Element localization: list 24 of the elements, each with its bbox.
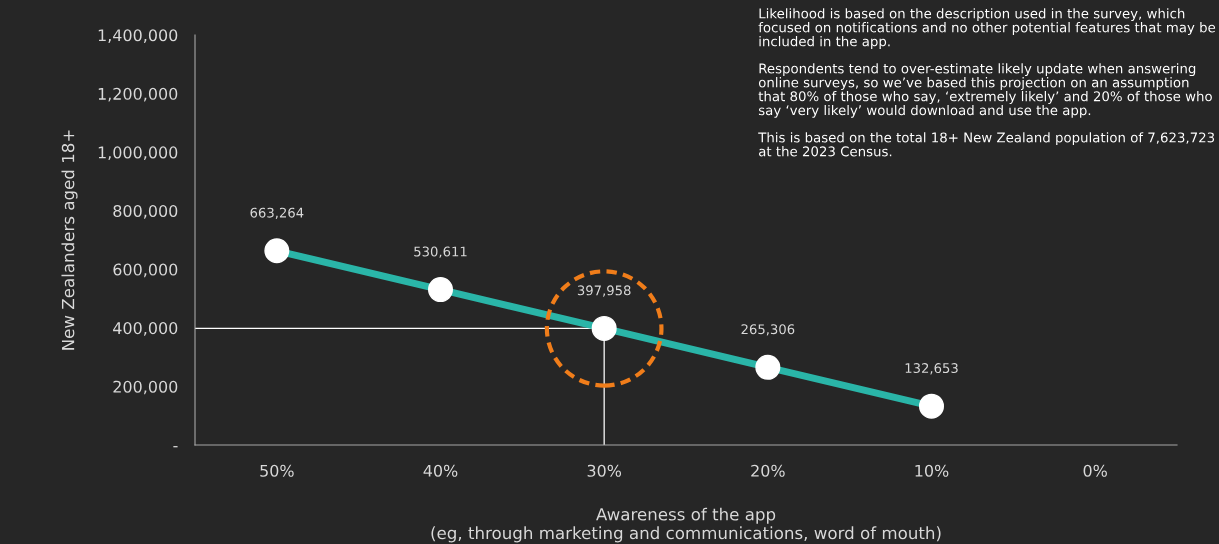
- data-label: 530,611: [414, 246, 467, 258]
- data-label: 663,264: [250, 207, 304, 219]
- x-tick-label: 50%: [260, 464, 294, 477]
- data-label: 265,306: [741, 324, 795, 336]
- annotation: Likelihood is based on the description used in the survey, which focused on notifications and no other potential features that may be included in the app.: [758, 8, 1216, 49]
- annotation: This is based on the total 18+ New Zealand population of 7,623,723 at the 2023 Census.: [758, 132, 1215, 157]
- y-tick-label: 1,200,000: [98, 87, 178, 102]
- x-tick-label: 10%: [915, 464, 949, 477]
- x-tick-label: 20%: [751, 464, 785, 477]
- x-tick-label: 30%: [587, 464, 622, 477]
- x-tick-label: 0%: [1083, 464, 1107, 477]
- x-axis-title: Awareness of the app (eg, through marketing and communications, word of mouth): [431, 507, 941, 543]
- x-tick-label: 40%: [423, 464, 458, 477]
- y-axis-title: New Zealanders aged 18+: [61, 130, 78, 350]
- y-tick-label: 200,000: [113, 380, 178, 395]
- y-tick-label: -: [173, 446, 178, 448]
- data-label: 132,653: [905, 363, 958, 375]
- y-tick-label: 400,000: [113, 322, 178, 336]
- y-tick-label: 800,000: [113, 204, 178, 219]
- y-tick-label: 1,400,000: [98, 29, 178, 43]
- y-tick-label: 1,000,000: [98, 146, 178, 161]
- data-label: 397,958: [577, 285, 631, 297]
- annotation: Respondents tend to over-estimate likely update when answering online surveys, so we’ve based this projection on an assumption that 80% of those who say, ‘extremely likely’ and 20% of those who say ‘very likely’ would download and use the app.: [758, 63, 1212, 118]
- y-tick-label: 600,000: [113, 263, 178, 278]
